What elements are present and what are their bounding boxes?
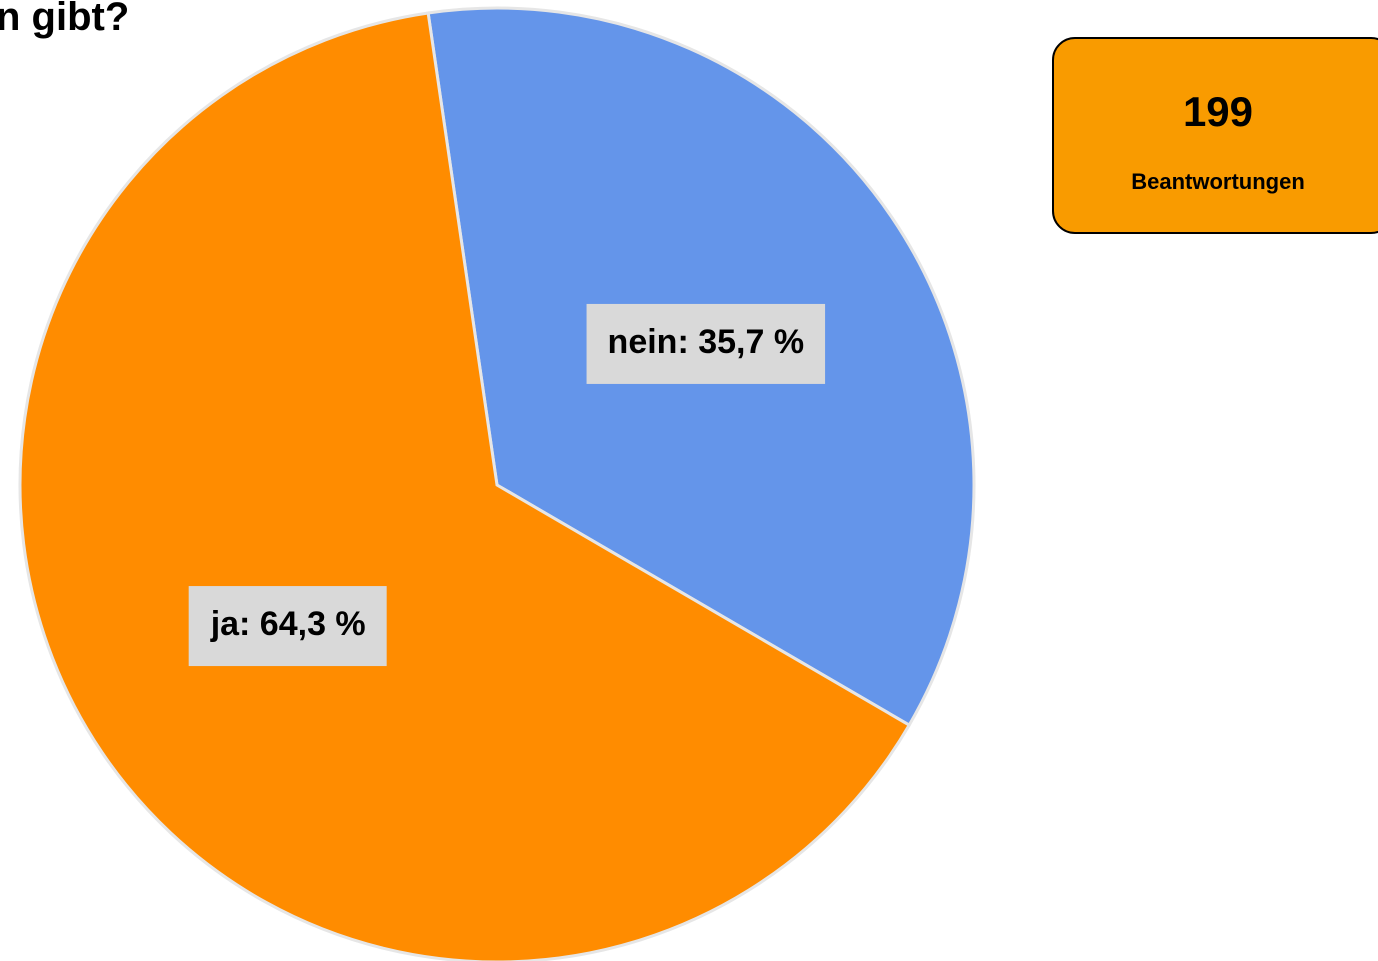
summary-count: 199 — [1183, 88, 1253, 135]
chart-title: n gibt? — [0, 0, 129, 39]
pie-slice — [18, 11, 912, 961]
data-label: ja: 64,3 % — [210, 605, 366, 643]
pie — [18, 6, 976, 961]
summary-box — [1052, 37, 1378, 234]
label-background — [586, 303, 826, 384]
label-background — [188, 586, 387, 667]
data-label: nein: 35,7 % — [608, 323, 805, 361]
summary-label: Beantwortungen — [1131, 169, 1305, 194]
